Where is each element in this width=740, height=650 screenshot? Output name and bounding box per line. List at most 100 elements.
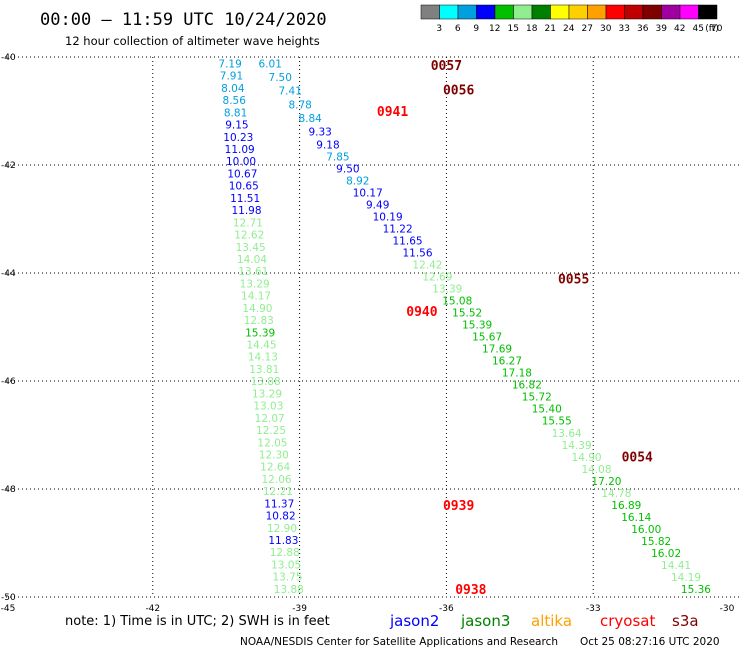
satellite-legend: jason2 jason3 altika cryosat s3a bbox=[389, 612, 699, 630]
legend-jason2: jason2 bbox=[389, 612, 439, 630]
wave-height-point: 13.88 bbox=[274, 584, 304, 596]
wave-height-point: 16.00 bbox=[631, 524, 661, 536]
wave-height-point: 13.05 bbox=[271, 559, 301, 571]
tick-labels: -45 -42 -39 -36 -33 -30 -40 -42 -44 -46 -48 -50 bbox=[1, 53, 735, 614]
wave-height-point: 10.65 bbox=[229, 181, 259, 193]
wave-height-point: 13.39 bbox=[432, 284, 462, 296]
wave-height-point: 12.83 bbox=[244, 315, 274, 327]
colorbar-swatch bbox=[698, 4, 718, 20]
colorbar-label: 18 bbox=[526, 24, 538, 34]
chart-subtitle: 12 hour collection of altimeter wave hei… bbox=[65, 34, 320, 48]
wave-height-point: 13.88 bbox=[251, 376, 281, 388]
wave-height-point: 14.17 bbox=[241, 291, 271, 303]
colorbar-unit: (ft) bbox=[705, 24, 719, 34]
wave-height-point: 13.03 bbox=[253, 401, 283, 413]
wave-height-point: 10.19 bbox=[373, 212, 403, 224]
wave-height-point: 14.39 bbox=[562, 440, 592, 452]
pass-time-label: 0939 bbox=[443, 499, 474, 514]
wave-height-point: 14.13 bbox=[248, 352, 278, 364]
x-tick-label: -45 bbox=[1, 604, 16, 614]
y-tick-label: -50 bbox=[1, 593, 16, 603]
wave-height-point: 7.50 bbox=[269, 72, 292, 84]
note-text: note: 1) Time is in UTC; 2) SWH is in fe… bbox=[65, 614, 330, 629]
wave-height-point: 13.45 bbox=[236, 242, 266, 254]
x-tick-label: -42 bbox=[145, 604, 160, 614]
wave-height-point: 14.90 bbox=[242, 303, 272, 315]
colorbar-label: 15 bbox=[508, 24, 519, 34]
wave-height-point: 15.55 bbox=[542, 416, 572, 428]
wave-height-point: 13.64 bbox=[552, 428, 582, 440]
wave-height-point: 15.39 bbox=[245, 327, 275, 339]
wave-height-point: 12.62 bbox=[234, 230, 264, 242]
wave-height-point: 9.33 bbox=[308, 127, 331, 139]
colorbar-swatch bbox=[679, 4, 699, 20]
wave-height-point: 12.71 bbox=[233, 217, 263, 229]
legend-altika: altika bbox=[531, 612, 572, 630]
pass-time-label: 0054 bbox=[622, 451, 653, 466]
wave-height-point: 14.90 bbox=[572, 452, 602, 464]
wave-height-point: 17.69 bbox=[482, 344, 512, 356]
wave-height-point: 7.91 bbox=[220, 71, 243, 83]
colorbar-swatch bbox=[642, 4, 662, 20]
wave-height-point: 12.42 bbox=[412, 260, 442, 272]
colorbar-swatch bbox=[568, 4, 588, 20]
pass-time-label: 0057 bbox=[431, 59, 462, 74]
x-tick-label: -39 bbox=[292, 604, 307, 614]
colorbar-swatch bbox=[420, 4, 440, 20]
altimeter-tracks: 7.197.918.048.568.819.1510.2311.0910.001… bbox=[218, 58, 711, 595]
colorbar-label: 36 bbox=[637, 24, 649, 34]
colorbar-label: 70 bbox=[711, 24, 723, 34]
wave-height-point: 13.75 bbox=[272, 572, 302, 584]
colorbar-swatch bbox=[439, 4, 459, 20]
colorbar-label: 21 bbox=[545, 24, 556, 34]
wave-height-point: 8.04 bbox=[221, 83, 245, 95]
wave-height-point: 11.37 bbox=[264, 498, 294, 510]
x-tick-label: -30 bbox=[720, 604, 735, 614]
colorbar-label: 39 bbox=[656, 24, 668, 34]
wave-height-point: 14.19 bbox=[671, 572, 701, 584]
y-tick-label: -44 bbox=[1, 269, 16, 279]
colorbar-swatch bbox=[476, 4, 496, 20]
wave-height-point: 15.36 bbox=[681, 584, 711, 596]
wave-height-point: 12.88 bbox=[270, 547, 300, 559]
colorbar-swatch bbox=[661, 4, 681, 20]
wave-height-point: 15.39 bbox=[462, 320, 492, 332]
colorbar-label: 6 bbox=[455, 24, 461, 34]
wave-height-point: 9.15 bbox=[225, 120, 248, 132]
colorbar-label: 12 bbox=[489, 24, 500, 34]
y-tick-label: -40 bbox=[1, 53, 16, 63]
footer-source: NOAA/NESDIS Center for Satellite Applica… bbox=[240, 636, 558, 648]
pass-time-label: 0056 bbox=[443, 83, 474, 98]
wave-height-point: 10.23 bbox=[223, 132, 253, 144]
wave-height-point: 9.49 bbox=[366, 200, 389, 212]
wave-height-point: 8.78 bbox=[288, 99, 311, 111]
wave-height-point: 12.30 bbox=[259, 449, 289, 461]
wave-height-point: 14.04 bbox=[237, 254, 267, 266]
colorbar-swatch bbox=[531, 4, 551, 20]
wave-height-point: 10.00 bbox=[226, 156, 256, 168]
chart-title: 00:00 – 11:59 UTC 10/24/2020 bbox=[40, 10, 327, 30]
plot-area: -45 -42 -39 -36 -33 -30 -40 -42 -44 -46 -48 -50 7.1… bbox=[1, 53, 740, 614]
colorbar-label: 9 bbox=[473, 24, 479, 34]
pass-time-label: 0055 bbox=[558, 272, 589, 287]
y-tick-label: -48 bbox=[1, 485, 16, 495]
wave-height-point: 16.02 bbox=[651, 548, 681, 560]
wave-height-point: 13.81 bbox=[249, 364, 279, 376]
colorbar-legend: 3 6 9 12 15 18 21 24 27 30 33 36 39 42 45 70(ft) bbox=[420, 4, 723, 34]
wave-height-point: 11.65 bbox=[393, 236, 423, 248]
wave-height-point: 11.51 bbox=[230, 193, 260, 205]
wave-height-point: 12.90 bbox=[267, 523, 297, 535]
wave-height-point: 16.82 bbox=[512, 380, 542, 392]
colorbar-swatch bbox=[513, 4, 533, 20]
x-tick-label: -33 bbox=[586, 604, 601, 614]
wave-height-point: 12.06 bbox=[262, 474, 292, 486]
colorbar-swatch bbox=[550, 4, 570, 20]
colorbar-swatch bbox=[494, 4, 514, 20]
colorbar-label: 33 bbox=[619, 24, 630, 34]
wave-height-point: 14.45 bbox=[246, 340, 276, 352]
y-tick-label: -42 bbox=[1, 161, 16, 171]
wave-height-point: 12.21 bbox=[263, 486, 293, 498]
wave-height-point: 12.69 bbox=[422, 272, 452, 284]
wave-height-point: 8.56 bbox=[223, 95, 247, 107]
wave-height-point: 14.78 bbox=[601, 488, 631, 500]
